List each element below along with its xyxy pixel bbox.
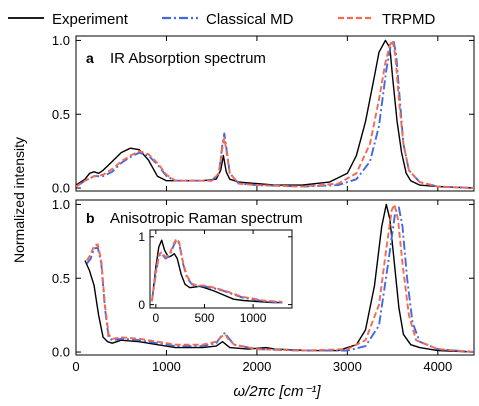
panel-b-title: Anisotropic Raman spectrum — [110, 210, 303, 227]
panel-a-ytick-label: 1.0 — [52, 33, 70, 48]
panel-a-curves — [76, 39, 474, 189]
panel-a-series-trpmd — [76, 39, 474, 189]
panel-b-xtick-label: 1000 — [152, 359, 181, 374]
panel-a-ytick-label: 0.5 — [52, 107, 70, 122]
panel-b-frame — [75, 199, 475, 356]
panel-b-inset: 0 500 1000 0 1 — [138, 229, 293, 325]
panel-b-xtick-label: 0 — [72, 359, 79, 374]
panel-a-title: IR Absorption spectrum — [110, 50, 266, 67]
panel-b-xtick-label: 3000 — [333, 359, 362, 374]
inset-ytick-label: 1 — [138, 230, 145, 244]
legend-label-classical-md: Classical MD — [206, 11, 294, 28]
y-axis-label: Normalized intensity — [11, 137, 27, 263]
inset-xtick-label: 0 — [152, 311, 159, 325]
panel-b-letter: b — [86, 210, 95, 226]
inset-background — [150, 230, 292, 308]
panel-b-series-trpmd — [86, 203, 474, 353]
panel-b-ytick-label: 0.0 — [52, 345, 70, 360]
inset-series-trpmd — [150, 237, 283, 303]
panel-a-ir-absorption: 0.0 0.5 1.0 a IR Absorption spectrum — [52, 33, 475, 196]
legend-label-experiment: Experiment — [52, 11, 129, 28]
inset-ytick-label: 0 — [138, 298, 145, 312]
inset-series-experiment — [151, 239, 283, 304]
panel-a-ytick-label: 0.0 — [52, 181, 70, 196]
inset-xtick-label: 500 — [194, 311, 214, 325]
panel-b-ytick-label: 1.0 — [52, 197, 70, 212]
legend: Experiment Classical MD TRPMD — [8, 11, 435, 28]
panel-b-curves — [84, 203, 474, 353]
inset-xtick-label: 1000 — [240, 311, 267, 325]
panel-b-xtick-label: 4000 — [423, 359, 452, 374]
legend-label-trpmd: TRPMD — [382, 11, 435, 28]
panel-b-series-experiment — [84, 203, 474, 353]
panel-b-anisotropic-raman: 0 1000 2000 3000 4000 0.0 0.5 1.0 b Anisotropic… — [52, 197, 475, 374]
panel-b-series-classical-md — [86, 206, 474, 353]
panel-a-series-experiment — [76, 39, 474, 189]
panel-b-ticks: 0 1000 2000 3000 4000 0.0 0.5 1.0 — [52, 197, 474, 374]
x-axis-label: ω/2πc [cm⁻¹] — [233, 383, 321, 400]
inset-curves — [150, 237, 283, 304]
panel-a-letter: a — [86, 50, 94, 66]
inset-frame — [149, 229, 293, 309]
panel-a-ticks: 0.0 0.5 1.0 — [52, 33, 474, 196]
panel-a-frame — [75, 35, 475, 192]
inset-ticks: 0 500 1000 0 1 — [138, 230, 292, 325]
panel-b-ytick-label: 0.5 — [52, 271, 70, 286]
panel-b-xtick-label: 2000 — [242, 359, 271, 374]
